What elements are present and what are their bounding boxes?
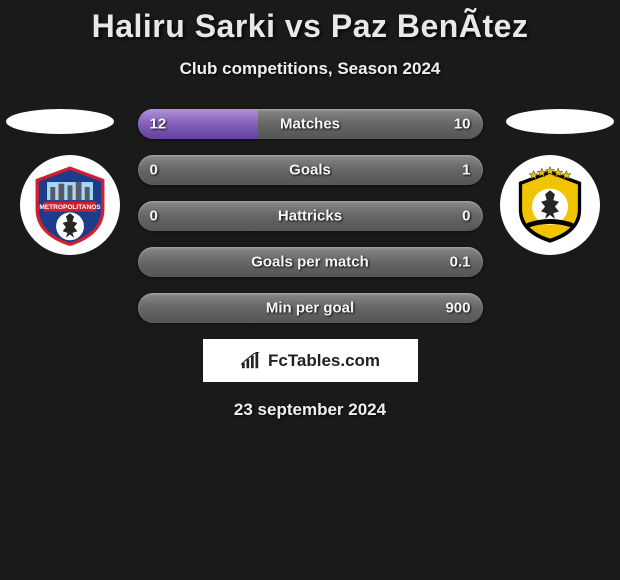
stat-value-right: 1 bbox=[462, 162, 470, 179]
page-subtitle: Club competitions, Season 2024 bbox=[0, 59, 620, 79]
stat-row: 0Goals1 bbox=[138, 155, 483, 185]
stat-value-right: 900 bbox=[445, 300, 470, 317]
stat-label: Goals bbox=[138, 162, 483, 179]
stat-row: Min per goal900 bbox=[138, 293, 483, 323]
stat-row: 12Matches10 bbox=[138, 109, 483, 139]
stat-value-right: 10 bbox=[454, 116, 471, 133]
stat-bars: 12Matches100Goals10Hattricks0Goals per m… bbox=[138, 109, 483, 323]
left-ellipse-decoration bbox=[6, 109, 114, 134]
stat-label: Hattricks bbox=[138, 208, 483, 225]
watermark: FcTables.com bbox=[203, 339, 418, 382]
stat-label: Min per goal bbox=[138, 300, 483, 317]
right-ellipse-decoration bbox=[506, 109, 614, 134]
metropolitanos-crest-icon: METROPOLITANOS bbox=[29, 164, 111, 246]
page-title: Haliru Sarki vs Paz BenÃ­tez bbox=[0, 8, 620, 45]
team-badge-left: METROPOLITANOS bbox=[20, 155, 120, 255]
tachira-crest-icon bbox=[509, 164, 591, 246]
stat-label: Goals per match bbox=[138, 254, 483, 271]
stat-label: Matches bbox=[138, 116, 483, 133]
comparison-content: METROPOLITANOS 12Matches100Goals10Hattri… bbox=[0, 109, 620, 420]
bar-chart-icon bbox=[240, 352, 262, 370]
svg-text:METROPOLITANOS: METROPOLITANOS bbox=[39, 204, 101, 211]
stat-value-right: 0.1 bbox=[450, 254, 471, 271]
stat-row: Goals per match0.1 bbox=[138, 247, 483, 277]
watermark-text: FcTables.com bbox=[268, 351, 380, 371]
team-badge-right bbox=[500, 155, 600, 255]
stat-row: 0Hattricks0 bbox=[138, 201, 483, 231]
date-text: 23 september 2024 bbox=[0, 400, 620, 420]
stat-value-right: 0 bbox=[462, 208, 470, 225]
